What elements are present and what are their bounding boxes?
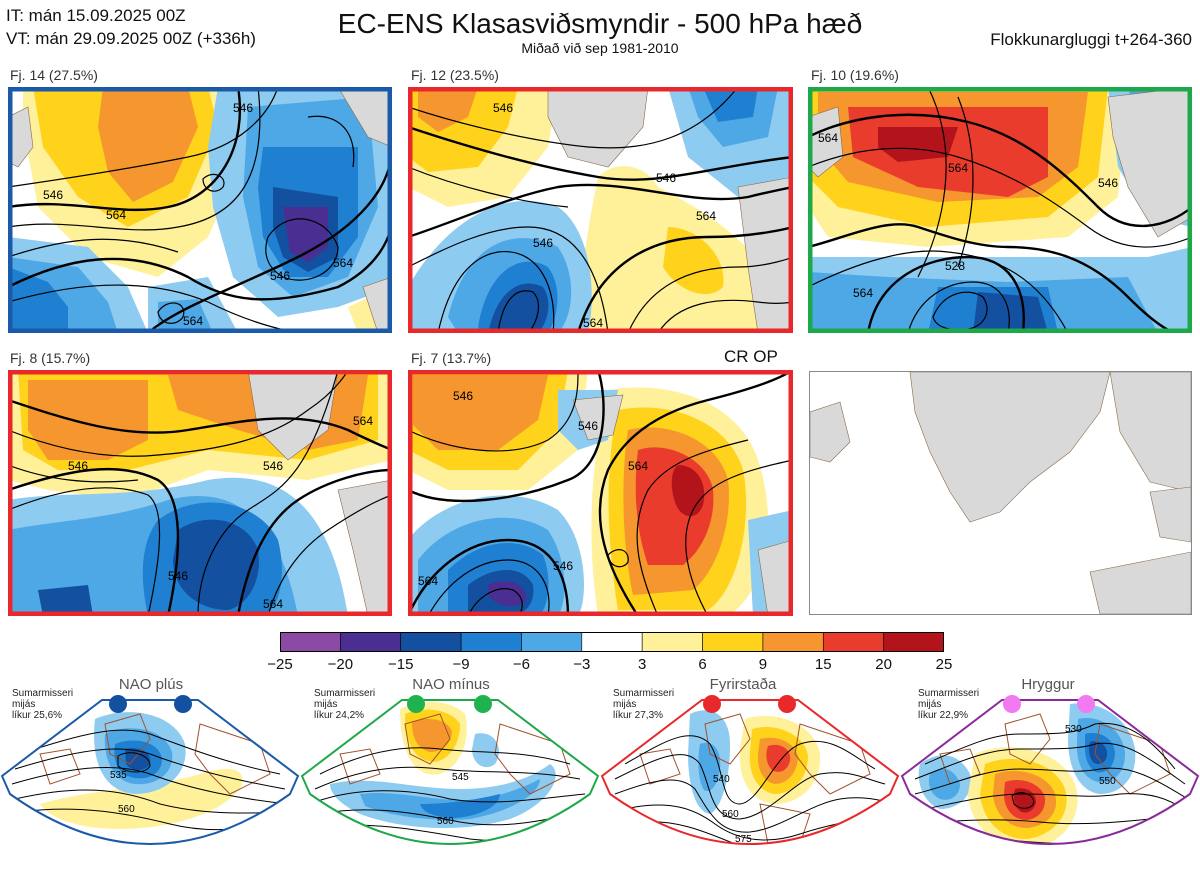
contour-label: 546 <box>168 569 188 583</box>
contour-label: 530 <box>1065 724 1082 735</box>
colorbar-tick: −15 <box>387 656 414 673</box>
contour-label: 546 <box>263 459 283 473</box>
regime-name-3: Fyrirstaða <box>709 676 777 693</box>
cluster-label-3: Fj. 10 (19.6%) <box>811 67 899 83</box>
contour-label: 546 <box>1098 176 1118 190</box>
contour-label: 564 <box>696 209 716 223</box>
colorbar-tick: 6 <box>698 656 707 673</box>
contour-label: 546 <box>553 559 573 573</box>
contour-label: 560 <box>118 804 135 815</box>
contour-label: 564 <box>263 597 283 611</box>
colorbar-tick: 15 <box>814 656 832 673</box>
contour-label: 564 <box>106 208 126 222</box>
regime-dot <box>1077 695 1095 713</box>
contour-label: 546 <box>578 419 598 433</box>
colorbar-tick: 25 <box>935 656 953 673</box>
contour-label: 564 <box>353 414 373 428</box>
contour-label: 546 <box>68 459 88 473</box>
regime-dot <box>474 695 492 713</box>
contour-label: 560 <box>722 809 739 820</box>
cr-op-label: CR OP <box>724 347 778 366</box>
regime-note-1: Sumarmisseri mijás líkur 25,6% <box>12 688 74 721</box>
colorbar-tick: −9 <box>452 656 470 673</box>
regime-name-1: NAO plús <box>118 676 184 693</box>
colorbar-tick: −3 <box>573 656 591 673</box>
cluster-map-5: 546 546 564 546 564 <box>408 370 793 616</box>
regime-map-nao-minus: 545 560 575 <box>300 694 600 871</box>
colorbar-swatch <box>883 632 944 652</box>
cluster-label-2: Fj. 12 (23.5%) <box>411 67 499 83</box>
contour-label: 546 <box>43 188 63 202</box>
contour-label: 546 <box>233 101 253 115</box>
colorbar-tick: 3 <box>638 656 647 673</box>
colorbar-swatch <box>460 632 522 652</box>
regime-dot <box>1003 695 1021 713</box>
contour-label: 575 <box>448 851 465 862</box>
cr-op-map <box>809 371 1192 615</box>
contour-label: 575 <box>735 834 752 845</box>
contour-label: 564 <box>628 459 648 473</box>
contour-label: 564 <box>418 574 438 588</box>
colorbar-swatch <box>280 632 341 652</box>
regime-map-blocking: 540 560 575 <box>600 694 900 871</box>
cluster-map-2: 546 564 546 564 546 <box>408 87 793 333</box>
colorbar-swatch <box>400 632 462 652</box>
contour-label: 546 <box>453 389 473 403</box>
cluster-map-1: 546 564 546 546 564 564 <box>8 87 392 333</box>
regime-name-2: NAO mínus <box>412 676 490 693</box>
contour-label: 546 <box>493 101 513 115</box>
header-dates: IT: mán 15.09.2025 00Z VT: mán 29.09.202… <box>6 4 256 50</box>
cluster-label-5: Fj. 7 (13.7%) <box>411 350 492 366</box>
regime-dot <box>778 695 796 713</box>
colorbar-tick: 9 <box>758 656 768 673</box>
colorbar-tick: −6 <box>512 656 530 673</box>
regime-dot <box>174 695 192 713</box>
page-subtitle: Miðað við sep 1981-2010 <box>521 40 679 56</box>
regime-dot <box>407 695 425 713</box>
colorbar-swatch <box>581 632 643 652</box>
colorbar-swatch <box>762 632 824 652</box>
contour-label: 564 <box>583 316 603 330</box>
contour-label: 545 <box>452 772 469 783</box>
contour-label: 564 <box>948 161 968 175</box>
contour-label: 550 <box>1099 776 1116 787</box>
contour-label: 564 <box>818 131 838 145</box>
classification-window: Flokkunargluggi t+264-360 <box>990 30 1192 49</box>
contour-label: 564 <box>333 256 353 270</box>
colorbar-swatch <box>702 632 764 652</box>
valid-time: VT: mán 29.09.2025 00Z (+336h) <box>6 29 256 48</box>
page-title: EC-ENS Klasasviðsmyndir - 500 hPa hæð <box>337 8 863 39</box>
contour-label: 535 <box>110 770 127 781</box>
colorbar-swatch <box>340 632 402 652</box>
regime-name-4: Hryggur <box>1021 676 1075 693</box>
contour-label: 560 <box>437 816 454 827</box>
regime-note-3: Sumarmisseri mijás líkur 27,3% <box>613 688 675 721</box>
colorbar-swatch <box>641 632 703 652</box>
cluster-label-4: Fj. 8 (15.7%) <box>10 350 91 366</box>
cluster-map-3: 564 546 564 528 564 <box>808 87 1192 333</box>
colorbar <box>280 632 944 652</box>
cluster-label-1: Fj. 14 (27.5%) <box>10 67 98 83</box>
regime-dot <box>109 695 127 713</box>
regime-note-2: Sumarmisseri mijás líkur 24,2% <box>314 688 376 721</box>
regime-dot <box>703 695 721 713</box>
contour-label: 546 <box>533 236 553 250</box>
colorbar-swatch <box>521 632 583 652</box>
contour-label: 546 <box>270 269 290 283</box>
cluster-map-4: 546 546 564 546 564 <box>8 370 392 616</box>
colorbar-tick: 20 <box>875 656 892 673</box>
regime-map-nao-plus: 535 560 <box>0 694 300 871</box>
colorbar-swatch <box>822 632 884 652</box>
colorbar-tick: −20 <box>327 656 354 673</box>
contour-label: 546 <box>656 171 676 185</box>
contour-label: 528 <box>945 259 965 273</box>
contour-label: 540 <box>713 774 730 785</box>
initial-time: IT: mán 15.09.2025 00Z <box>6 6 186 25</box>
contour-label: 564 <box>853 286 873 300</box>
regime-note-4: Sumarmisseri mijás líkur 22,9% <box>918 688 980 721</box>
colorbar-tick: −25 <box>267 656 293 673</box>
contour-label: 564 <box>183 314 203 328</box>
regime-map-ridge: 530 550 575 <box>900 694 1200 871</box>
